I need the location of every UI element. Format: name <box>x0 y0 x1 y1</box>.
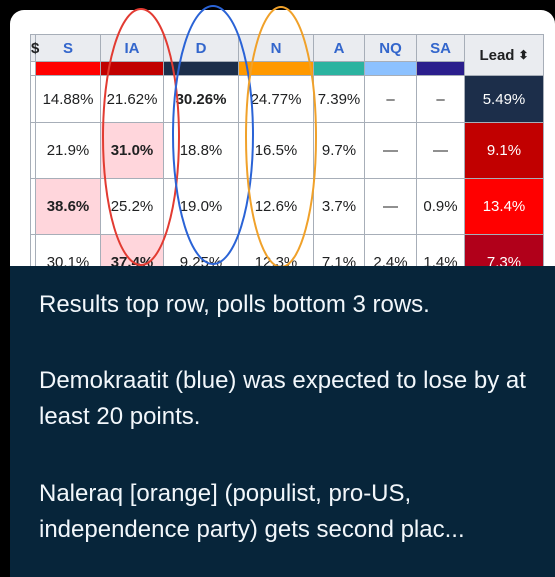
party-header-a[interactable]: A <box>313 34 365 62</box>
table-row: 38.6% 25.2% 19.0% 12.6% 3.7% — 0.9% 13.4… <box>30 178 544 235</box>
poll-d: 18.8% <box>163 122 239 179</box>
comment-caption: Results top row, polls bottom 3 rows. De… <box>10 266 555 577</box>
table-card: $ S IA D N A NQ SA Lead ⬍ <box>10 10 555 266</box>
party-color-s <box>35 61 101 76</box>
table-row: 30.1% 37.4% 9.25% 12.3% 7.1% 2.4% 1.4% 7… <box>30 234 544 266</box>
poll-a: 7.1% <box>313 234 365 266</box>
results-table: $ S IA D N A NQ SA Lead ⬍ <box>30 34 544 266</box>
result-a: 7.39% <box>313 75 365 123</box>
party-header-d[interactable]: D <box>163 34 239 62</box>
result-sa: – <box>416 75 465 123</box>
poll-sa: 1.4% <box>416 234 465 266</box>
poll-ia: 25.2% <box>100 178 164 235</box>
party-header-s[interactable]: S <box>35 34 101 62</box>
party-header-sa[interactable]: SA <box>416 34 465 62</box>
caption-paragraph: Naleraq [orange] (populist, pro-US, inde… <box>39 480 465 543</box>
result-ia: 21.62% <box>100 75 164 123</box>
table-header-row: $ S IA D N A NQ SA Lead ⬍ <box>30 34 544 76</box>
poll-sa: — <box>416 122 465 179</box>
caption-paragraph: Demokraatit (blue) was expected to lose … <box>39 367 526 430</box>
poll-s: 30.1% <box>35 234 101 266</box>
lead-value: 5.49% <box>464 75 544 123</box>
table-row: 14.88% 21.62% 30.26% 24.77% 7.39% – – 5.… <box>30 75 544 123</box>
party-header-n[interactable]: N <box>238 34 314 62</box>
poll-a: 9.7% <box>313 122 365 179</box>
table-row: 21.9% 31.0% 18.8% 16.5% 9.7% — — 9.1% <box>30 122 544 179</box>
poll-ia: 37.4% <box>100 234 164 266</box>
poll-n: 16.5% <box>238 122 314 179</box>
lead-value: 13.4% <box>464 178 544 235</box>
poll-d: 9.25% <box>163 234 239 266</box>
poll-nq: 2.4% <box>364 234 417 266</box>
results-table-wrapper: $ S IA D N A NQ SA Lead ⬍ <box>30 34 544 266</box>
left-sort-fragment[interactable]: $ <box>30 34 39 62</box>
party-color-n <box>238 61 314 76</box>
lead-header-label: Lead <box>479 46 515 64</box>
result-n: 24.77% <box>238 75 314 123</box>
result-s: 14.88% <box>35 75 101 123</box>
poll-nq: — <box>364 122 417 179</box>
party-color-a <box>313 61 365 76</box>
poll-n: 12.6% <box>238 178 314 235</box>
poll-a: 3.7% <box>313 178 365 235</box>
poll-s: 38.6% <box>35 178 101 235</box>
caption-paragraph: Results top row, polls bottom 3 rows. <box>39 291 430 318</box>
result-nq: – <box>364 75 417 123</box>
party-color-ia <box>100 61 164 76</box>
sort-icon[interactable]: ⬍ <box>518 47 529 62</box>
poll-sa: 0.9% <box>416 178 465 235</box>
party-header-ia[interactable]: IA <box>100 34 164 62</box>
lead-value: 9.1% <box>464 122 544 179</box>
party-header-nq[interactable]: NQ <box>364 34 417 62</box>
poll-d: 19.0% <box>163 178 239 235</box>
poll-nq: — <box>364 178 417 235</box>
poll-ia: 31.0% <box>100 122 164 179</box>
party-color-d <box>163 61 239 76</box>
lead-sort-header[interactable]: Lead ⬍ <box>464 34 544 76</box>
poll-s: 21.9% <box>35 122 101 179</box>
lead-value: 7.3% <box>464 234 544 266</box>
result-d: 30.26% <box>163 75 239 123</box>
party-color-sa <box>416 61 465 76</box>
poll-n: 12.3% <box>238 234 314 266</box>
party-color-nq <box>364 61 417 76</box>
